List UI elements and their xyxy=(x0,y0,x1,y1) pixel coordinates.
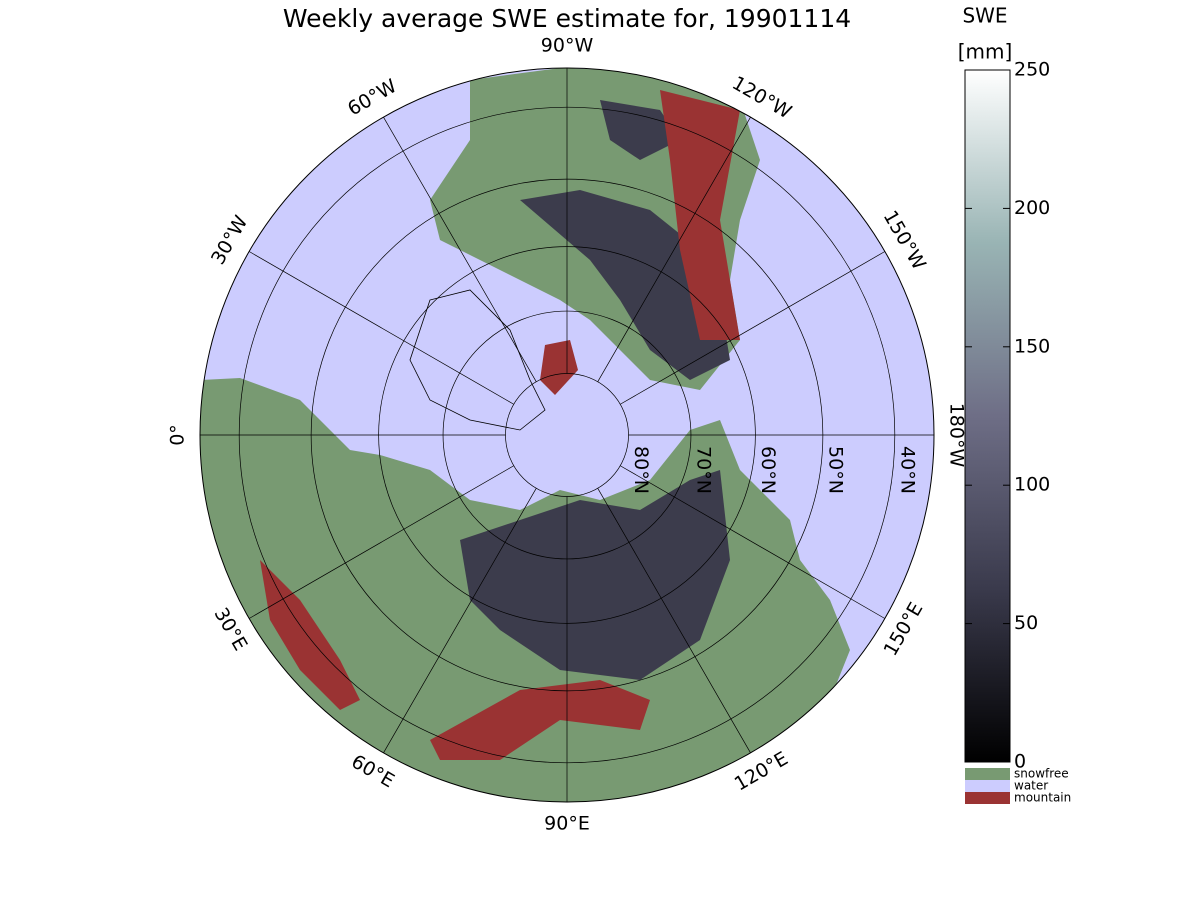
map-title: Weekly average SWE estimate for, 1990111… xyxy=(283,4,851,33)
mountain-asia xyxy=(430,680,650,760)
snow-cover-siberia xyxy=(460,470,730,680)
meridian xyxy=(248,251,514,405)
colorbar-title: SWE xyxy=(962,4,1007,28)
meridian-label: 90°W xyxy=(541,35,594,57)
graticule xyxy=(200,68,934,802)
snow-cover-alaska xyxy=(600,100,680,160)
legend-label: water xyxy=(1014,779,1048,793)
mountain-rockies xyxy=(660,90,740,340)
parallel-label: 40°N xyxy=(896,446,918,494)
legend-swatch xyxy=(965,792,1010,804)
colorbar-tick-label: 100 xyxy=(1014,474,1050,496)
colorbar: SWE [mm] 0 50 100 150 200 250 snowfreewatermou… xyxy=(958,4,1072,805)
meridian xyxy=(620,465,886,619)
meridian-label: 180°W xyxy=(946,403,968,468)
meridian-label: 0° xyxy=(167,424,189,446)
meridian xyxy=(597,488,751,754)
greenland-outline xyxy=(409,289,546,431)
colorbar-tick-label: 50 xyxy=(1014,612,1038,634)
parallel-label: 60°N xyxy=(757,446,779,494)
colorbar-tick-label: 250 xyxy=(1014,59,1050,81)
map-disc xyxy=(200,68,934,802)
meridian xyxy=(383,488,537,754)
meridian xyxy=(383,116,537,382)
colorbar-tick-label: 150 xyxy=(1014,335,1050,357)
legend-label: snowfree xyxy=(1014,767,1069,781)
legend-swatch xyxy=(965,780,1010,792)
mountain-greenland xyxy=(540,340,578,395)
colorbar-tick-label: 0 xyxy=(1014,751,1026,773)
colorbar-gradient xyxy=(964,69,1011,763)
colorbar-tick-label: 200 xyxy=(1014,197,1050,219)
legend-label: mountain xyxy=(1014,791,1071,805)
snow-cover-canada xyxy=(520,190,730,380)
meridian xyxy=(620,251,886,405)
parallel-label: 50°N xyxy=(824,446,846,494)
parallel-label: 70°N xyxy=(692,446,714,494)
parallel-label: 80°N xyxy=(630,446,652,494)
colorbar-unit: [mm] xyxy=(958,40,1013,64)
meridian-label: 90°E xyxy=(544,813,590,835)
legend-swatch xyxy=(965,768,1010,780)
meridian xyxy=(597,116,751,382)
meridian xyxy=(248,465,514,619)
map-boundary xyxy=(199,67,935,803)
